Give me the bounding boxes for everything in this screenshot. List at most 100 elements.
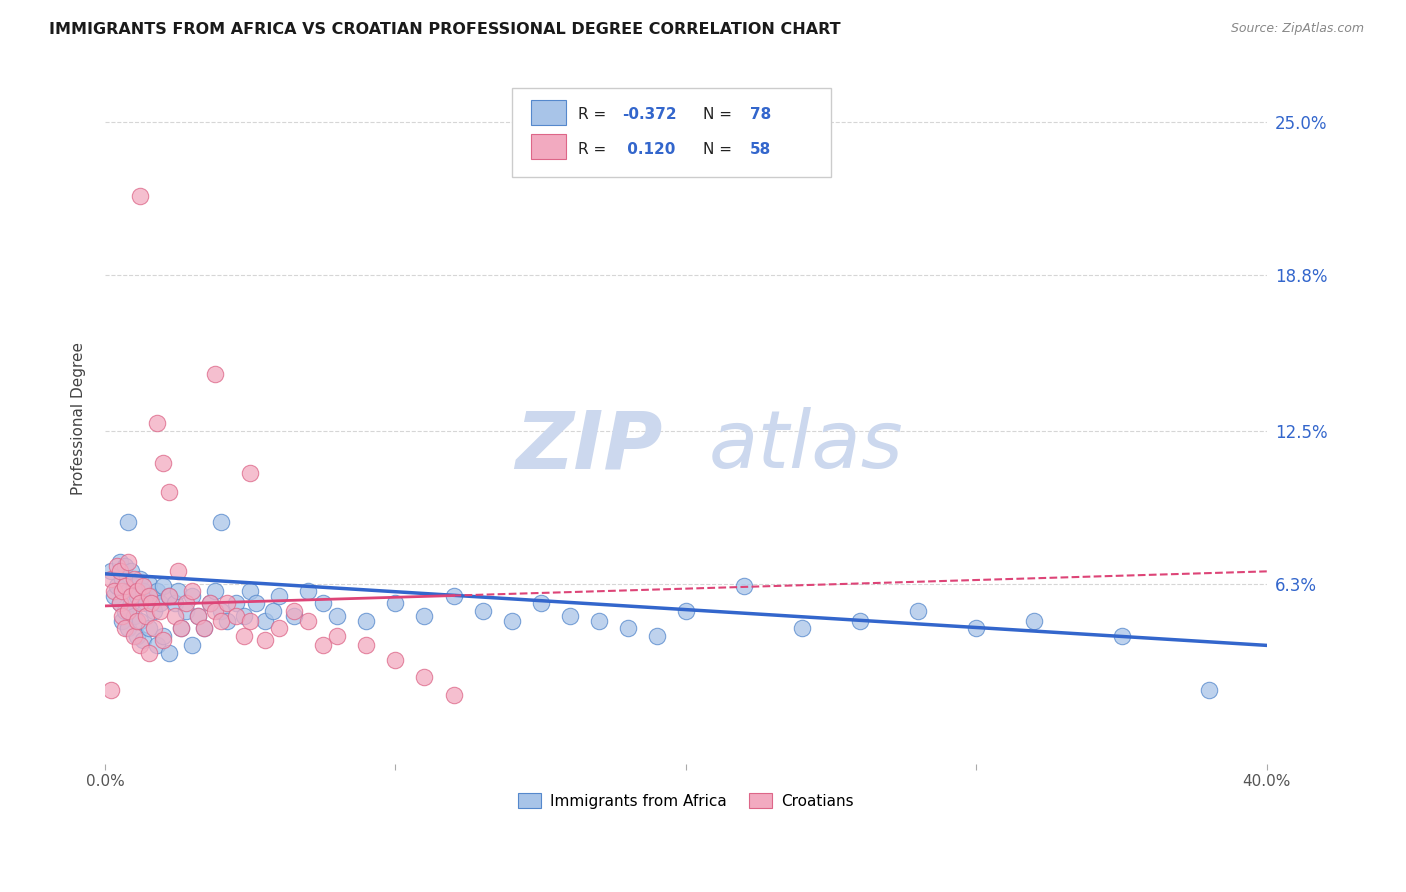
Point: [225, 597, 247, 611]
Point: [239, 584, 262, 599]
Point: [187, 608, 209, 623]
Text: 0.120: 0.120: [621, 142, 675, 157]
Text: N =: N =: [703, 142, 733, 157]
Point: [128, 614, 150, 628]
Point: [215, 597, 238, 611]
Point: [128, 597, 150, 611]
Point: [297, 584, 319, 599]
Point: [122, 572, 145, 586]
Point: [617, 621, 640, 635]
Point: [413, 670, 436, 684]
Point: [209, 515, 232, 529]
Point: [152, 628, 174, 642]
Point: [356, 614, 378, 628]
Point: [120, 565, 142, 579]
Point: [146, 639, 169, 653]
Point: [138, 589, 160, 603]
Point: [169, 621, 191, 635]
Point: [125, 584, 148, 599]
Point: [269, 621, 291, 635]
Text: N =: N =: [703, 107, 733, 122]
Point: [138, 621, 160, 635]
Point: [326, 608, 349, 623]
Point: [117, 584, 139, 599]
Point: [100, 572, 122, 586]
Point: [135, 608, 157, 623]
Point: [239, 466, 262, 480]
Point: [356, 639, 378, 653]
Point: [187, 608, 209, 623]
Point: [120, 589, 142, 603]
Point: [146, 417, 169, 431]
Point: [108, 597, 131, 611]
Point: [283, 604, 305, 618]
Point: [152, 579, 174, 593]
Point: [204, 604, 226, 618]
Point: [105, 579, 128, 593]
Text: R =: R =: [578, 107, 606, 122]
Point: [588, 614, 610, 628]
Point: [733, 579, 755, 593]
Point: [149, 604, 172, 618]
Point: [198, 597, 221, 611]
Point: [169, 621, 191, 635]
Point: [907, 604, 929, 618]
Point: [233, 608, 256, 623]
Point: [103, 589, 125, 603]
Point: [204, 367, 226, 381]
Point: [122, 579, 145, 593]
Point: [111, 608, 134, 623]
Point: [384, 653, 406, 667]
Point: [312, 639, 335, 653]
Point: [143, 621, 166, 635]
Point: [111, 614, 134, 628]
Point: [1111, 628, 1133, 642]
Text: ZIP: ZIP: [515, 407, 662, 485]
Point: [122, 628, 145, 642]
Point: [262, 604, 284, 618]
Point: [181, 639, 204, 653]
Point: [443, 589, 465, 603]
Text: IMMIGRANTS FROM AFRICA VS CROATIAN PROFESSIONAL DEGREE CORRELATION CHART: IMMIGRANTS FROM AFRICA VS CROATIAN PROFE…: [49, 22, 841, 37]
Point: [132, 579, 155, 593]
Point: [163, 608, 186, 623]
Point: [108, 597, 131, 611]
Legend: Immigrants from Africa, Croatians: Immigrants from Africa, Croatians: [512, 787, 860, 815]
Point: [245, 597, 267, 611]
Point: [128, 639, 150, 653]
Point: [125, 614, 148, 628]
Point: [253, 614, 276, 628]
Point: [209, 614, 232, 628]
Text: Source: ZipAtlas.com: Source: ZipAtlas.com: [1230, 22, 1364, 36]
Point: [105, 559, 128, 574]
Point: [176, 597, 198, 611]
Point: [413, 608, 436, 623]
FancyBboxPatch shape: [531, 135, 567, 160]
Point: [135, 597, 157, 611]
Point: [501, 614, 523, 628]
Point: [1024, 614, 1046, 628]
FancyBboxPatch shape: [531, 100, 567, 125]
Point: [645, 628, 668, 642]
Point: [128, 572, 150, 586]
Point: [1198, 682, 1220, 697]
Point: [125, 589, 148, 603]
Point: [157, 485, 180, 500]
Point: [157, 646, 180, 660]
Point: [117, 621, 139, 635]
Point: [132, 633, 155, 648]
Point: [253, 633, 276, 648]
Point: [471, 604, 494, 618]
Point: [558, 608, 581, 623]
Point: [269, 589, 291, 603]
Point: [326, 628, 349, 642]
Point: [384, 597, 406, 611]
Point: [530, 597, 553, 611]
Point: [138, 646, 160, 660]
Point: [128, 189, 150, 203]
Point: [176, 604, 198, 618]
Point: [120, 597, 142, 611]
Point: [117, 515, 139, 529]
Point: [108, 554, 131, 568]
Point: [100, 565, 122, 579]
